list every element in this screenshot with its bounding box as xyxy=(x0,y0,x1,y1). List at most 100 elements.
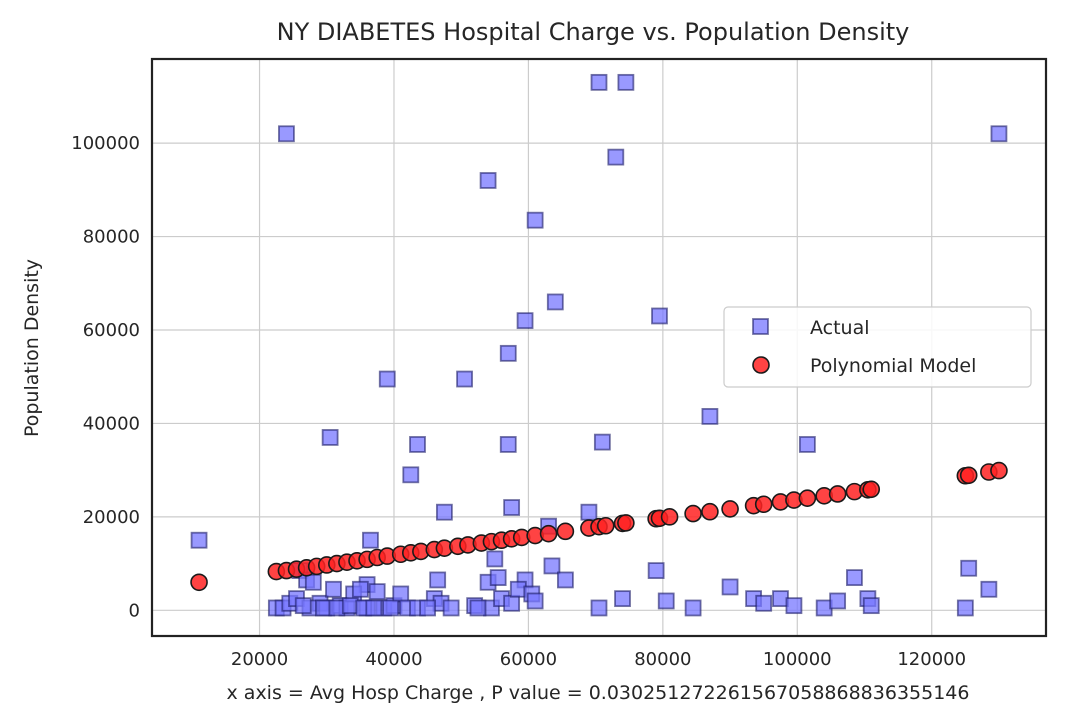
actual-point xyxy=(980,580,998,598)
y-tick-label: 100000 xyxy=(71,133,140,154)
series-actual xyxy=(190,73,1008,617)
actual-point xyxy=(657,592,675,610)
model-point xyxy=(721,500,739,518)
actual-point xyxy=(590,599,608,617)
legend-box xyxy=(723,306,1032,388)
x-tick-label: 120000 xyxy=(897,649,966,670)
actual-point xyxy=(278,125,295,143)
actual-point xyxy=(607,148,625,166)
x-tick-label: 40000 xyxy=(365,649,422,670)
actual-point xyxy=(409,436,426,453)
actual-point xyxy=(321,429,339,446)
actual-point xyxy=(503,499,521,516)
actual-point xyxy=(362,531,379,549)
legend-label-actual: Actual xyxy=(810,317,870,339)
model-point xyxy=(684,504,702,523)
model-point xyxy=(617,514,635,532)
y-tick-label: 40000 xyxy=(83,413,140,434)
y-tick-labels: 0 20000 40000 60000 80000 100000 xyxy=(71,133,140,621)
model-point xyxy=(190,573,208,592)
actual-point xyxy=(442,599,460,617)
actual-point xyxy=(556,571,574,589)
actual-point xyxy=(647,562,665,579)
actual-point xyxy=(365,599,383,617)
y-tick-label: 60000 xyxy=(83,320,140,341)
actual-point xyxy=(378,370,396,388)
actual-point xyxy=(419,599,436,617)
model-point xyxy=(862,480,881,499)
actual-point xyxy=(469,599,487,617)
model-point xyxy=(701,502,719,521)
actual-point xyxy=(499,344,517,362)
legend: Actual Polynomial Model xyxy=(723,306,1032,388)
model-point xyxy=(596,516,615,535)
actual-point xyxy=(543,557,561,575)
actual-point xyxy=(846,569,863,586)
actual-point xyxy=(516,312,534,330)
actual-point xyxy=(402,466,420,484)
actual-point xyxy=(392,585,410,603)
plot-frame xyxy=(150,57,1048,638)
x-tick-label: 20000 xyxy=(231,649,288,670)
actual-point xyxy=(614,590,631,608)
actual-point xyxy=(721,578,739,596)
actual-point xyxy=(526,592,544,610)
x-tick-label: 80000 xyxy=(634,649,691,670)
actual-point xyxy=(684,599,702,617)
actual-point xyxy=(294,597,312,615)
actual-point xyxy=(798,436,816,453)
actual-point xyxy=(382,599,400,617)
model-point xyxy=(754,495,773,514)
model-point xyxy=(539,524,558,543)
legend-marker-polynomial-model xyxy=(752,356,770,374)
actual-point xyxy=(429,571,447,589)
actual-point xyxy=(580,503,598,521)
actual-point xyxy=(486,550,504,568)
actual-point xyxy=(190,531,208,549)
actual-point xyxy=(526,211,544,229)
actual-point xyxy=(546,293,564,311)
actual-point xyxy=(499,436,517,453)
actual-point xyxy=(456,370,473,388)
model-point xyxy=(828,485,847,503)
actual-point xyxy=(368,583,386,601)
actual-point xyxy=(956,599,974,617)
x-tick-label: 100000 xyxy=(763,649,832,670)
actual-point xyxy=(960,559,978,577)
model-point xyxy=(660,508,679,526)
actual-point xyxy=(617,73,635,91)
actual-point xyxy=(990,125,1008,143)
model-point xyxy=(959,466,978,485)
actual-point xyxy=(479,172,497,189)
actual-point xyxy=(489,569,507,586)
actual-point xyxy=(701,408,719,425)
y-tick-label: 20000 xyxy=(83,507,140,528)
actual-point xyxy=(755,594,773,612)
actual-point xyxy=(304,573,322,591)
chart-title: NY DIABETES Hospital Charge vs. Populati… xyxy=(277,18,910,46)
model-point xyxy=(990,461,1008,480)
actual-point xyxy=(351,580,369,598)
actual-point xyxy=(862,597,880,615)
legend-marker-actual xyxy=(752,318,769,335)
actual-point xyxy=(829,592,847,610)
actual-point xyxy=(590,73,608,91)
actual-point xyxy=(435,503,453,521)
actual-point xyxy=(785,597,803,615)
actual-point xyxy=(325,580,342,598)
x-tick-label: 60000 xyxy=(500,649,557,670)
actual-point xyxy=(593,433,611,451)
series-polynomial-model xyxy=(190,461,1008,592)
x-axis-label: x axis = Avg Hosp Charge , P value = 0.0… xyxy=(227,682,970,704)
model-point xyxy=(798,489,817,507)
x-tick-labels: 20000 40000 60000 80000 100000 120000 xyxy=(231,649,966,670)
model-point xyxy=(556,522,575,541)
y-tick-label: 0 xyxy=(129,600,140,621)
y-axis-label: Population Density xyxy=(21,259,43,437)
y-tick-label: 80000 xyxy=(83,227,140,248)
legend-label-polynomial-model: Polynomial Model xyxy=(810,355,976,377)
actual-point xyxy=(651,307,668,325)
actual-point xyxy=(503,594,521,612)
